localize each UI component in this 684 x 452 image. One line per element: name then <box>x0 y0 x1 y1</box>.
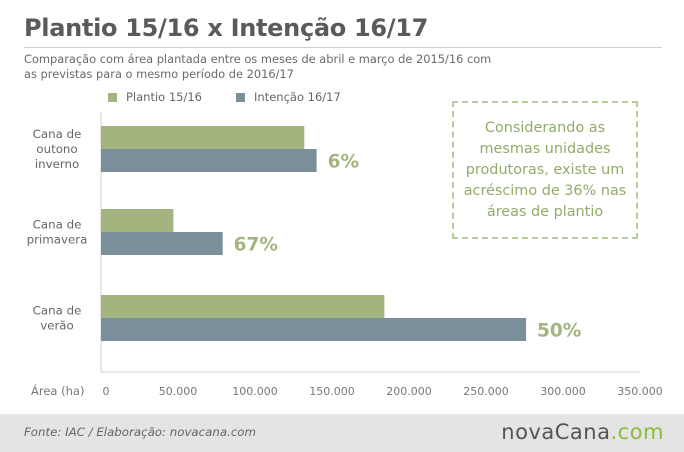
bar-intencao-2 <box>101 318 527 341</box>
category-label-1: Cana de primavera <box>27 218 88 247</box>
legend-swatch-intencao <box>236 92 246 102</box>
bar-intencao-1 <box>101 232 223 255</box>
x-tick-label-7: 350.000 <box>617 385 663 398</box>
title-divider <box>24 47 662 48</box>
growth-label-0: 6% <box>328 152 359 173</box>
legend-swatch-plantio <box>108 92 117 102</box>
x-tick-label-6: 300.000 <box>540 385 586 398</box>
chart-subtitle: Comparação com área plantada entre os me… <box>24 52 492 81</box>
novacana-logo: novaCana.com <box>501 420 664 444</box>
x-tick-label-4: 200.000 <box>386 385 432 398</box>
bar-plantio-2 <box>101 295 385 318</box>
x-tick-label-2: 100.000 <box>232 385 278 398</box>
legend-label-plantio: Plantio 15/16 <box>126 90 203 104</box>
x-tick-label-5: 250.000 <box>463 385 509 398</box>
legend: Plantio 15/16 Intenção 16/17 <box>108 90 341 104</box>
bar-plantio-0 <box>101 126 305 149</box>
x-axis-label: Área (ha) <box>31 383 84 398</box>
bar-chart: Cana de outono inverno 6% Cana de primavera 67… <box>27 112 663 398</box>
growth-label-2: 50% <box>537 321 581 342</box>
source-text: Fonte: IAC / Elaboração: novacana.com <box>24 425 257 439</box>
category-label-0: Cana de outono inverno <box>33 127 82 171</box>
legend-label-intencao: Intenção 16/17 <box>254 90 341 104</box>
x-tick-label-3: 150.000 <box>309 385 355 398</box>
legend-item-plantio: Plantio 15/16 <box>108 90 202 104</box>
bar-plantio-1 <box>101 209 174 232</box>
chart-title: Plantio 15/16 x Intenção 16/17 <box>24 14 429 42</box>
bar-intencao-0 <box>101 149 317 172</box>
legend-item-intencao: Intenção 16/17 <box>236 90 341 104</box>
logo-accent: .com <box>610 420 664 444</box>
callout-box: Considerando as mesmas unidades produtor… <box>452 101 638 239</box>
logo-text: novaCana <box>501 420 611 444</box>
x-tick-label-1: 50.000 <box>159 385 198 398</box>
x-tick-label-0: 0 <box>103 385 110 398</box>
footer: Fonte: IAC / Elaboração: novacana.com no… <box>0 414 684 452</box>
category-label-2: Cana de verão <box>33 304 82 333</box>
growth-label-1: 67% <box>234 235 278 256</box>
